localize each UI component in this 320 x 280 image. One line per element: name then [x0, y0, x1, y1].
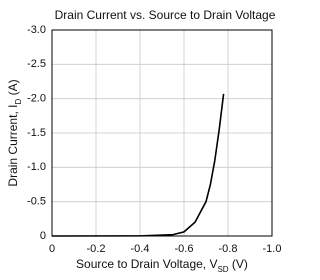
y-axis-label-part: (A) [6, 79, 20, 98]
x-axis-label-part: (V) [229, 257, 248, 271]
x-tick-label: -0.4 [131, 243, 150, 255]
y-axis-label-part: Drain Current, I [6, 105, 20, 187]
y-tick-label: -1.0 [27, 161, 46, 173]
y-tick-label: 0 [40, 230, 46, 242]
x-axis-label-part: SD [217, 265, 228, 274]
y-axis-label-part: D [14, 99, 23, 105]
y-tick-label: -0.5 [27, 196, 46, 208]
y-tick-label: -2.5 [27, 58, 46, 70]
y-axis-label: Drain Current, ID (A) [6, 79, 22, 186]
chart-title: Drain Current vs. Source to Drain Voltag… [55, 8, 276, 22]
x-tick-label: -0.8 [219, 243, 238, 255]
plot-frame [51, 29, 273, 237]
y-tick-label: -3.0 [27, 24, 46, 36]
x-tick-label: -1.0 [263, 243, 282, 255]
y-tick-label: -1.5 [27, 127, 46, 139]
chart: Drain Current vs. Source to Drain Voltag… [6, 8, 282, 273]
x-axis-label: Source to Drain Voltage, VSD (V) [76, 257, 248, 273]
x-tick-label: -0.2 [87, 243, 106, 255]
x-tick-label: 0 [49, 243, 55, 255]
x-tick-label: -0.6 [175, 243, 194, 255]
data-line [51, 93, 225, 237]
x-axis-label-part: Source to Drain Voltage, V [76, 257, 217, 271]
y-tick-label: -2.0 [27, 93, 46, 105]
